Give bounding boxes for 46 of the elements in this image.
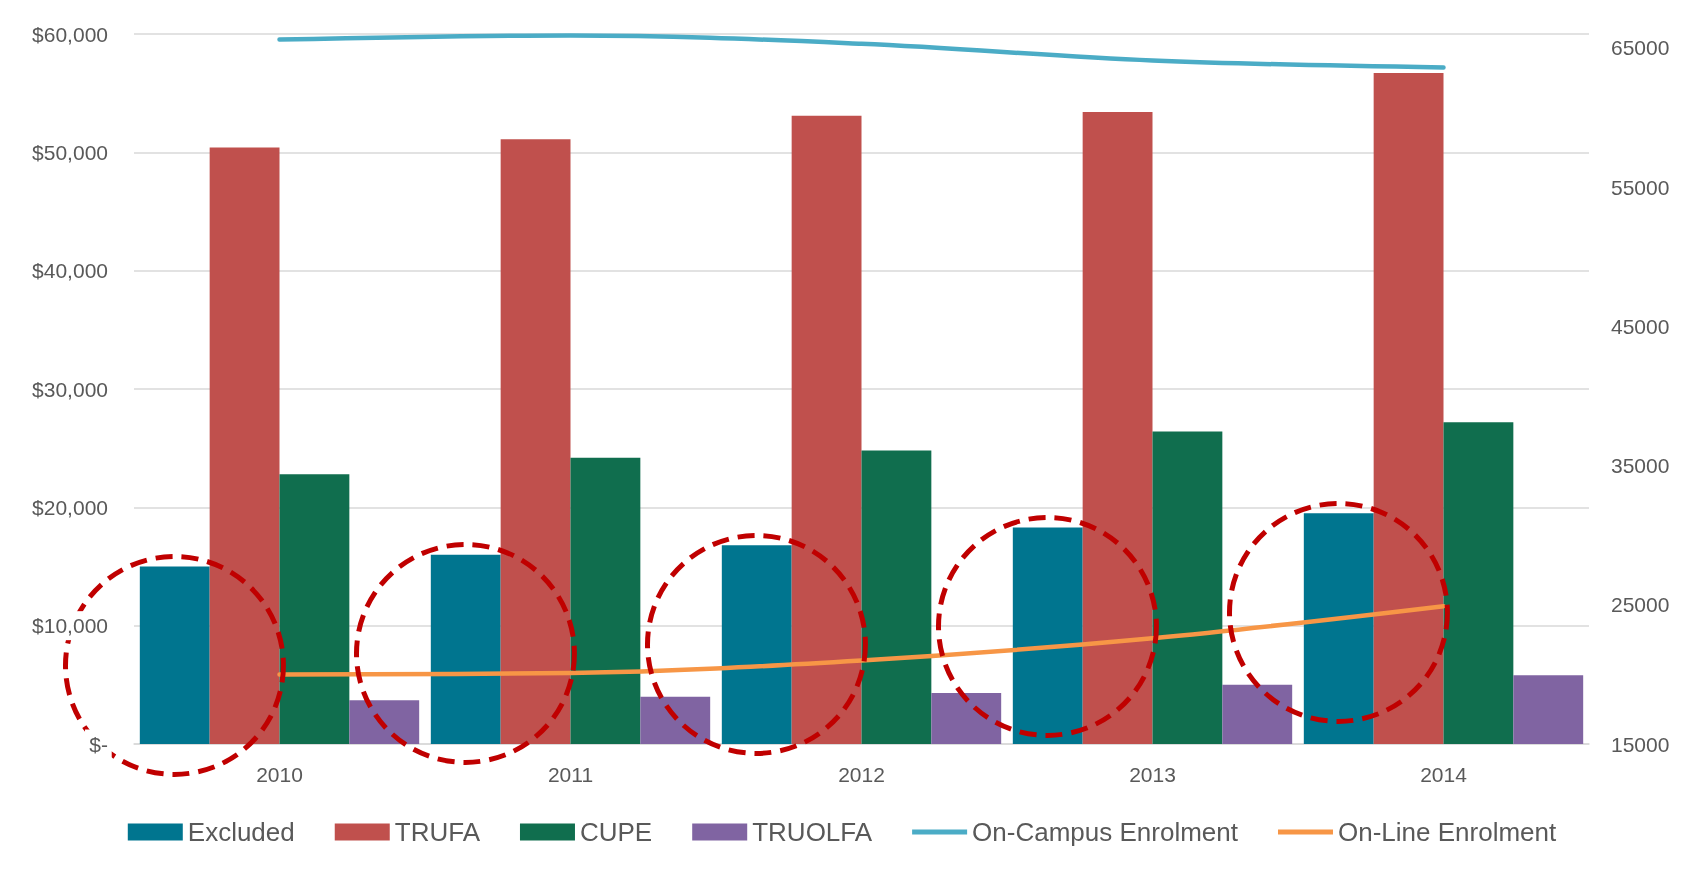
bar	[1443, 422, 1514, 744]
line-series	[277, 33, 1446, 70]
legend-label: TRUOLFA	[752, 817, 873, 847]
bar	[791, 115, 862, 744]
bar	[1513, 675, 1584, 744]
legend-label: CUPE	[579, 817, 653, 847]
x-tick-label: 2012	[838, 763, 885, 786]
y-tick-label: $50,000	[32, 140, 108, 164]
bar	[570, 457, 641, 744]
y2-tick-label: 35000	[1611, 454, 1670, 478]
legend-label: On-Line Enrolment	[1337, 817, 1557, 847]
y2-tick-label: 55000	[1611, 175, 1670, 199]
x-tick-label: 2010	[256, 763, 303, 786]
bar	[500, 139, 571, 744]
y-tick-label: $10,000	[32, 614, 108, 638]
bar	[861, 450, 932, 744]
y2-tick-label: 45000	[1611, 314, 1670, 338]
bar	[1082, 112, 1153, 744]
bar	[640, 696, 711, 744]
line-series	[277, 603, 1446, 677]
x-tick-label: 2014	[1420, 763, 1468, 786]
bar	[279, 474, 350, 744]
y-tick-label: $60,000	[32, 22, 108, 46]
y2-tick-label: 25000	[1611, 593, 1670, 617]
bar	[430, 554, 501, 744]
legend-label: On-Campus Enrolment	[972, 817, 1239, 847]
bar	[721, 545, 792, 744]
bar	[1222, 684, 1293, 744]
bar	[1012, 527, 1083, 744]
bar	[1152, 431, 1223, 744]
legend-label: TRUFA	[394, 817, 481, 847]
y2-tick-label: 15000	[1611, 732, 1670, 756]
y2-tick-label: 65000	[1611, 36, 1670, 60]
bar	[209, 147, 280, 744]
y-tick-label: $20,000	[32, 495, 108, 519]
y-tick-label: $30,000	[32, 377, 108, 401]
bar	[1373, 73, 1444, 744]
bar	[931, 693, 1002, 744]
bar	[349, 700, 420, 744]
legend-label: Excluded	[187, 817, 295, 847]
y-tick-label: $-	[89, 732, 108, 756]
x-tick-label: 2011	[547, 763, 594, 786]
y-tick-label: $40,000	[32, 259, 108, 283]
bar	[1303, 513, 1374, 744]
x-tick-label: 2013	[1129, 763, 1176, 786]
bar	[139, 566, 210, 744]
